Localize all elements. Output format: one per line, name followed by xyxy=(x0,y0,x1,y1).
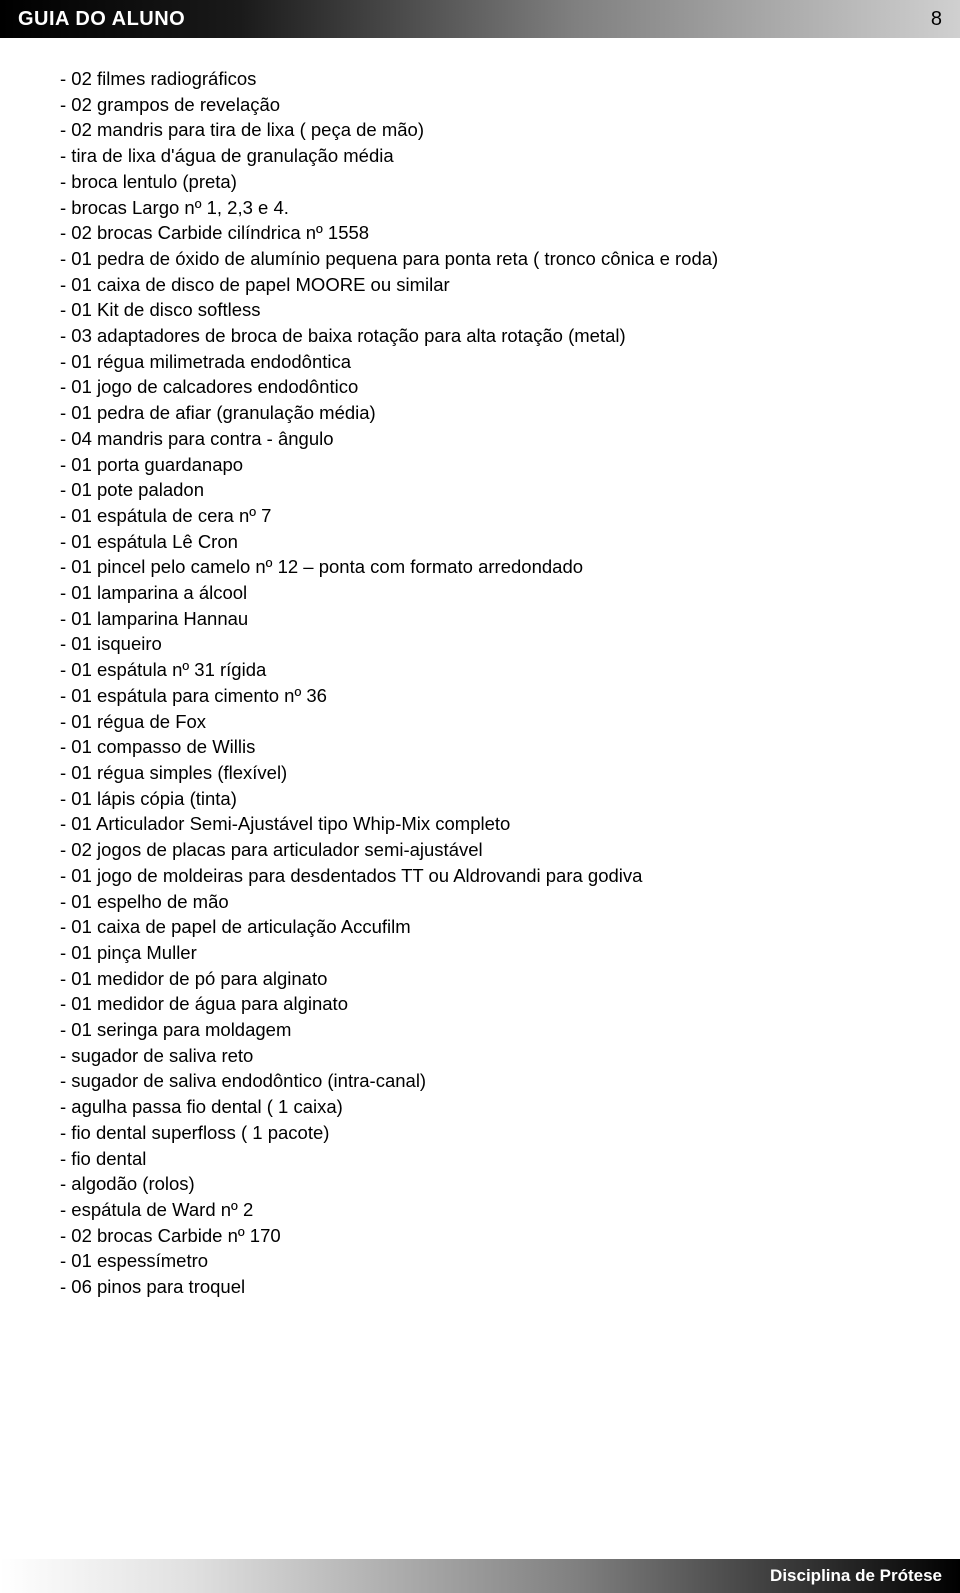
material-list: - 02 filmes radiográficos- 02 grampos de… xyxy=(60,66,900,1300)
list-item: - sugador de saliva endodôntico (intra-c… xyxy=(60,1068,900,1094)
list-item: - 01 Articulador Semi-Ajustável tipo Whi… xyxy=(60,811,900,837)
content-area: - 02 filmes radiográficos- 02 grampos de… xyxy=(0,38,960,1300)
list-item: - 01 medidor de pó para alginato xyxy=(60,966,900,992)
list-item: - 01 espelho de mão xyxy=(60,889,900,915)
footer-text: Disciplina de Prótese xyxy=(770,1566,942,1586)
list-item: - 01 caixa de papel de articulação Accuf… xyxy=(60,914,900,940)
list-item: - 02 brocas Carbide cilíndrica nº 1558 xyxy=(60,220,900,246)
list-item: - 02 grampos de revelação xyxy=(60,92,900,118)
list-item: - 01 espátula de cera nº 7 xyxy=(60,503,900,529)
list-item: - 01 régua milimetrada endodôntica xyxy=(60,349,900,375)
list-item: - 02 mandris para tira de lixa ( peça de… xyxy=(60,117,900,143)
list-item: - 01 pedra de óxido de alumínio pequena … xyxy=(60,246,900,272)
list-item: - 01 régua de Fox xyxy=(60,709,900,735)
list-item: - 01 pedra de afiar (granulação média) xyxy=(60,400,900,426)
list-item: - 01 espessímetro xyxy=(60,1248,900,1274)
header-title: GUIA DO ALUNO xyxy=(18,8,185,31)
list-item: - 03 adaptadores de broca de baixa rotaç… xyxy=(60,323,900,349)
list-item: - 01 lamparina Hannau xyxy=(60,606,900,632)
list-item: - sugador de saliva reto xyxy=(60,1043,900,1069)
list-item: - 01 régua simples (flexível) xyxy=(60,760,900,786)
list-item: - brocas Largo nº 1, 2,3 e 4. xyxy=(60,195,900,221)
list-item: - 01 seringa para moldagem xyxy=(60,1017,900,1043)
list-item: - 01 pinça Muller xyxy=(60,940,900,966)
list-item: - 06 pinos para troquel xyxy=(60,1274,900,1300)
list-item: - fio dental xyxy=(60,1146,900,1172)
list-item: - broca lentulo (preta) xyxy=(60,169,900,195)
list-item: - tira de lixa d'água de granulação médi… xyxy=(60,143,900,169)
list-item: - espátula de Ward nº 2 xyxy=(60,1197,900,1223)
list-item: - 01 isqueiro xyxy=(60,631,900,657)
list-item: - 02 brocas Carbide nº 170 xyxy=(60,1223,900,1249)
list-item: - fio dental superfloss ( 1 pacote) xyxy=(60,1120,900,1146)
list-item: - 02 jogos de placas para articulador se… xyxy=(60,837,900,863)
list-item: - 04 mandris para contra - ângulo xyxy=(60,426,900,452)
list-item: - 01 medidor de água para alginato xyxy=(60,991,900,1017)
list-item: - 01 espátula nº 31 rígida xyxy=(60,657,900,683)
list-item: - agulha passa fio dental ( 1 caixa) xyxy=(60,1094,900,1120)
list-item: - 02 filmes radiográficos xyxy=(60,66,900,92)
list-item: - 01 espátula para cimento nº 36 xyxy=(60,683,900,709)
list-item: - 01 porta guardanapo xyxy=(60,452,900,478)
list-item: - 01 Kit de disco softless xyxy=(60,297,900,323)
list-item: - 01 jogo de moldeiras para desdentados … xyxy=(60,863,900,889)
footer-bar: Disciplina de Prótese xyxy=(0,1559,960,1593)
page-number: 8 xyxy=(931,8,942,31)
list-item: - 01 espátula Lê Cron xyxy=(60,529,900,555)
list-item: - 01 pote paladon xyxy=(60,477,900,503)
list-item: - 01 jogo de calcadores endodôntico xyxy=(60,374,900,400)
list-item: - 01 compasso de Willis xyxy=(60,734,900,760)
list-item: - 01 pincel pelo camelo nº 12 – ponta co… xyxy=(60,554,900,580)
list-item: - 01 caixa de disco de papel MOORE ou si… xyxy=(60,272,900,298)
list-item: - 01 lápis cópia (tinta) xyxy=(60,786,900,812)
header-bar: GUIA DO ALUNO 8 xyxy=(0,0,960,38)
list-item: - algodão (rolos) xyxy=(60,1171,900,1197)
list-item: - 01 lamparina a álcool xyxy=(60,580,900,606)
